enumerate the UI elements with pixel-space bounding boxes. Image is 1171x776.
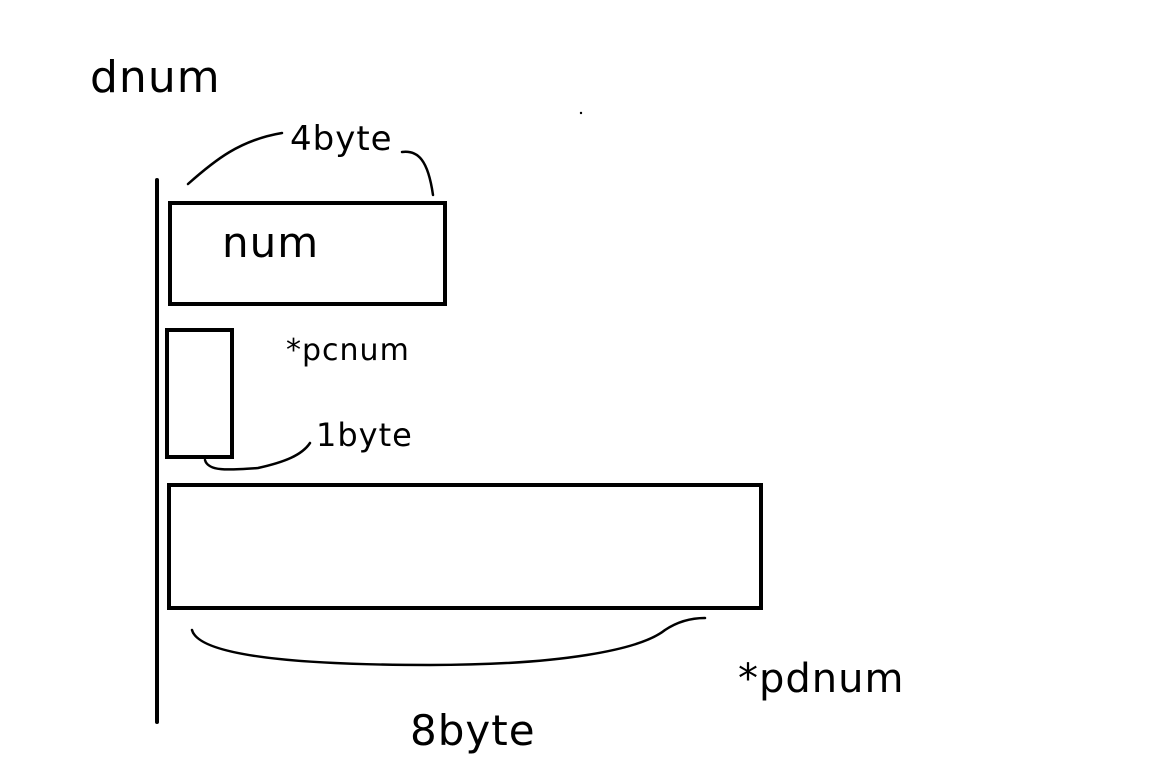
num-size-brace [186, 131, 435, 197]
stray-dot [579, 111, 583, 115]
diagram-title: dnum [90, 52, 221, 103]
double-size-brace [190, 616, 707, 667]
double-size-label: 8byte [410, 706, 536, 755]
char-pointer-label: *pcnum [286, 333, 410, 368]
char-block [165, 328, 234, 459]
num-block-label: num [222, 218, 319, 267]
num-block [168, 201, 447, 306]
char-size-label: 1byte [316, 416, 413, 454]
double-pointer-label: *pdnum [738, 656, 904, 702]
num-size-label: 4byte [290, 119, 393, 159]
char-size-brace [203, 441, 312, 471]
double-block [167, 483, 763, 610]
